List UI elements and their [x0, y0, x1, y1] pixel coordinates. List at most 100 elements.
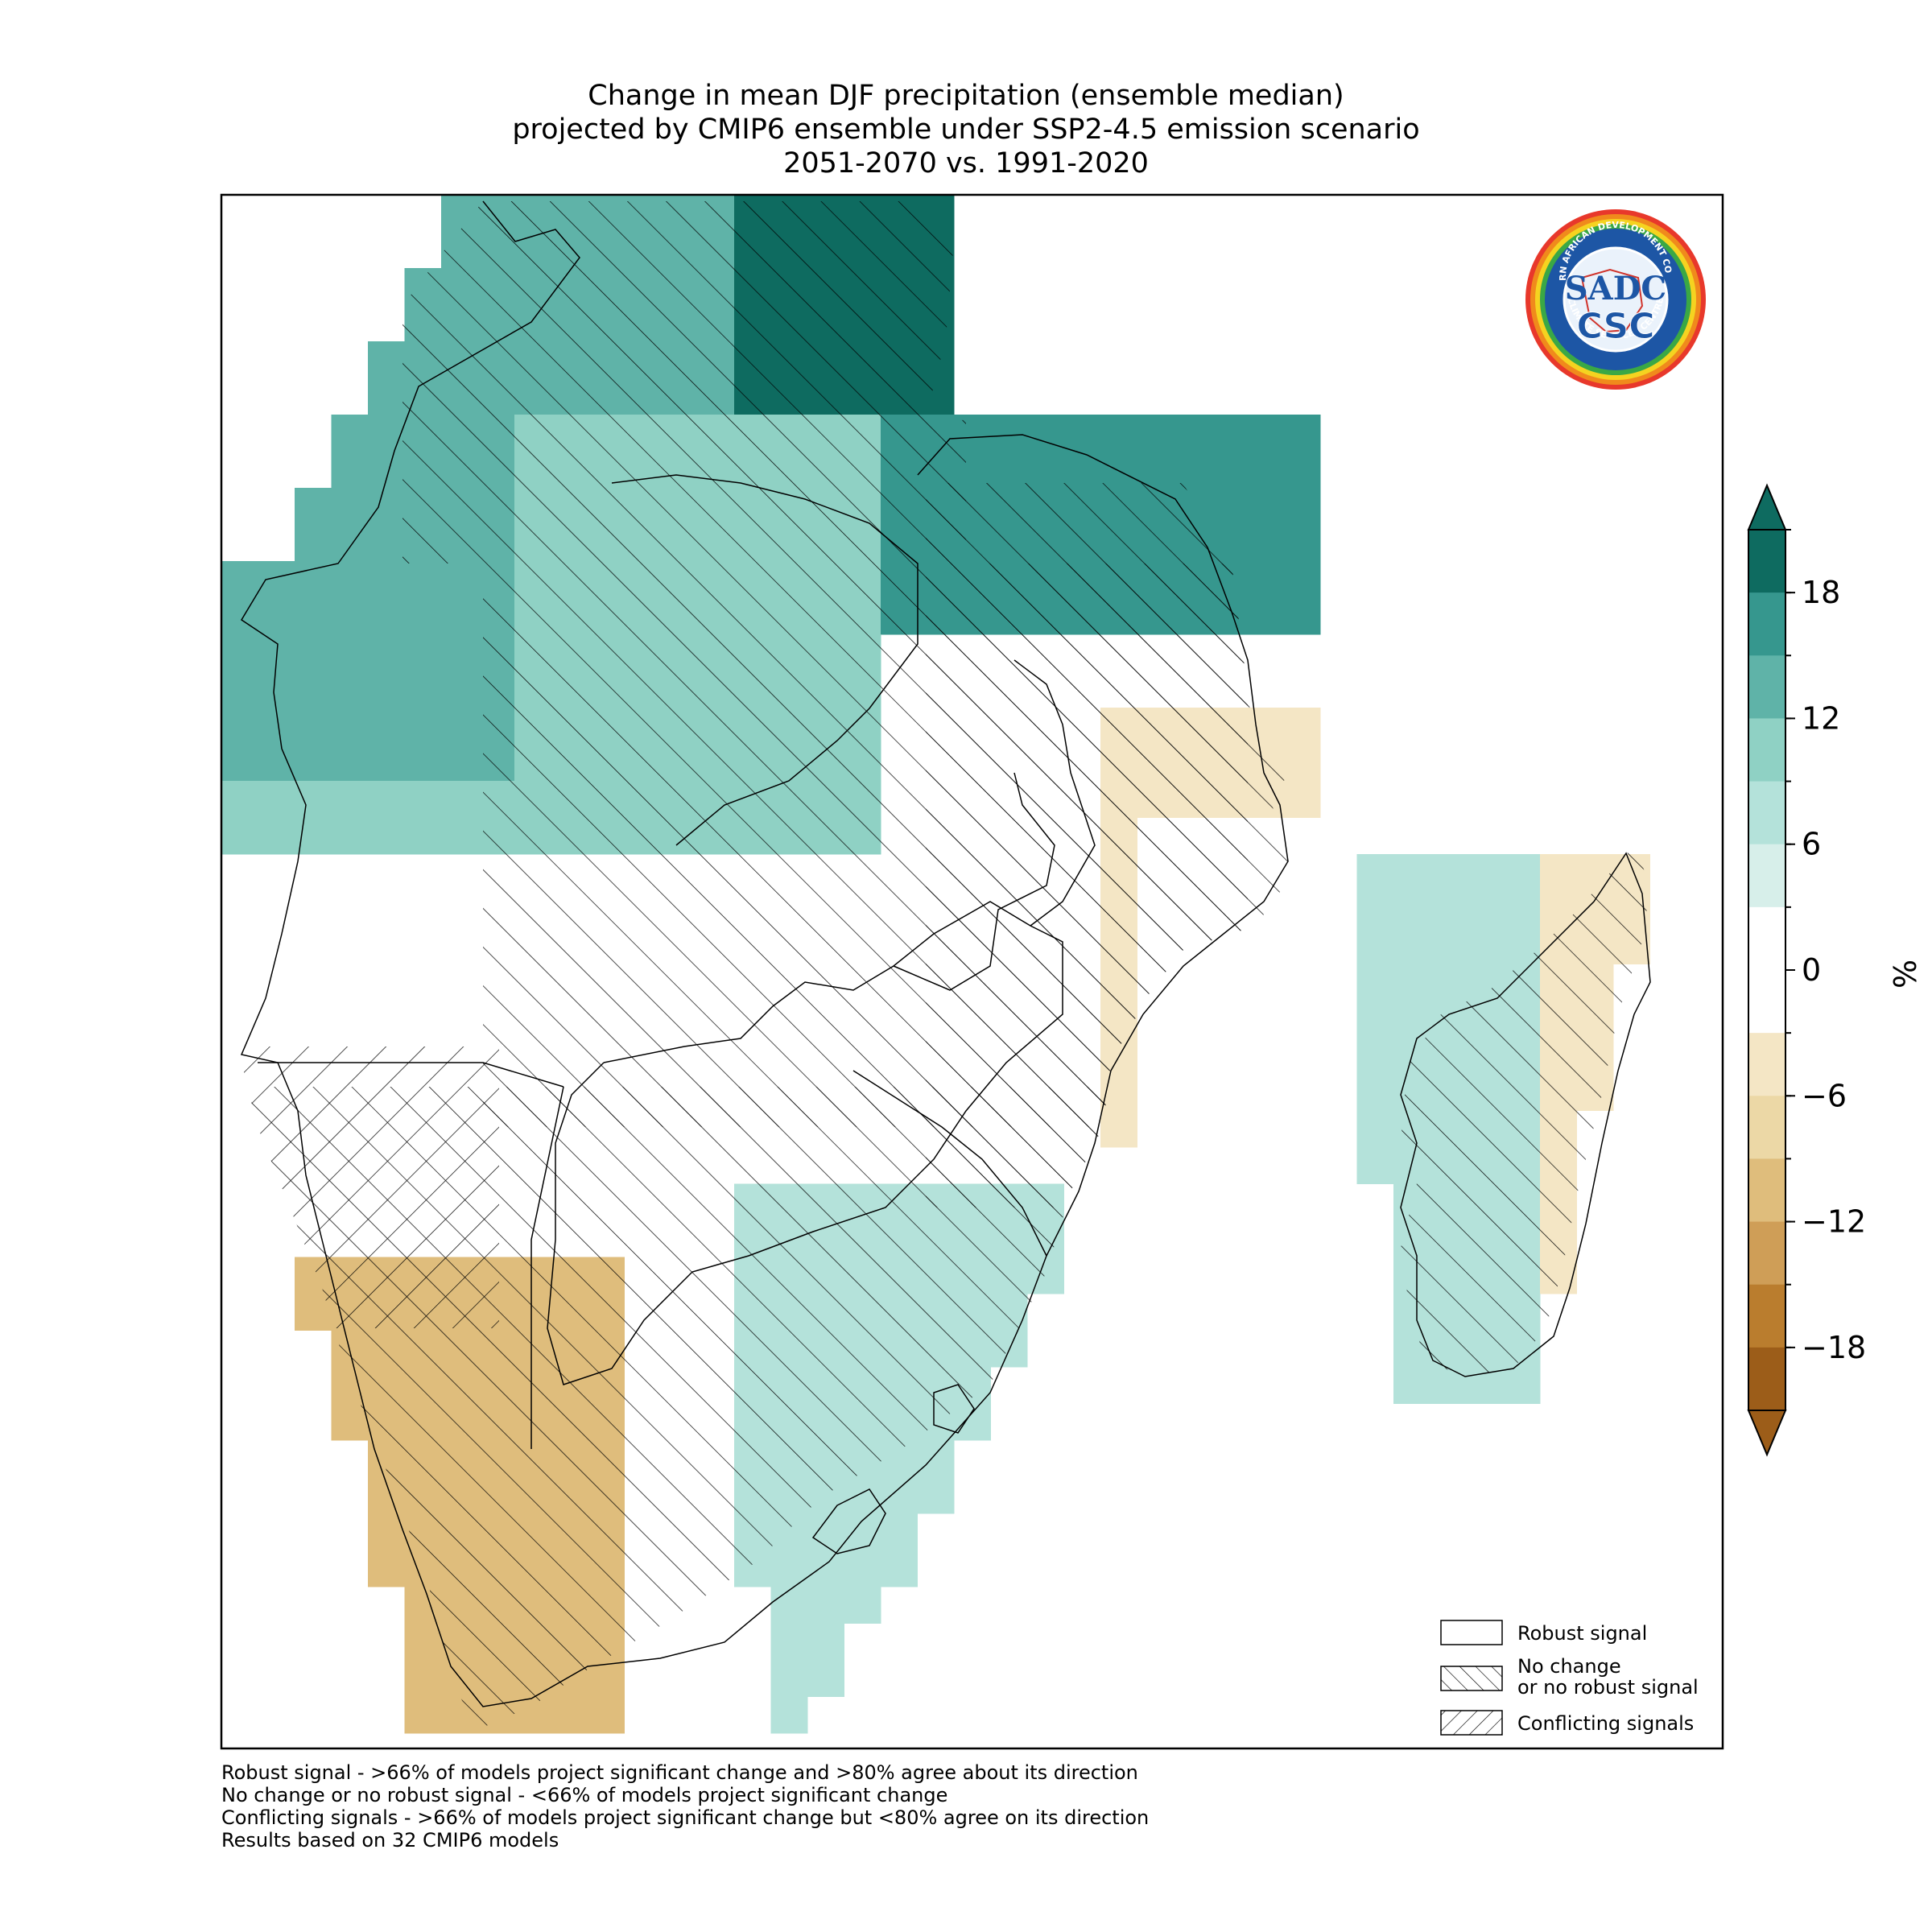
grid-cell [331, 671, 369, 708]
grid-cell [1283, 561, 1321, 598]
grid-cell [1356, 1147, 1394, 1184]
grid-cell [1210, 451, 1248, 489]
legend-label-no-change-2: or no robust signal [1517, 1676, 1699, 1699]
grid-cell [1210, 415, 1248, 452]
colorbar-bin [1748, 530, 1785, 593]
colorbar-unit-label: % [1888, 960, 1923, 989]
border-7 [1013, 659, 1096, 927]
grid-cell [258, 744, 295, 782]
colorbar-bin [1748, 655, 1785, 719]
colorbar-bin [1748, 781, 1785, 845]
grid-cell [404, 671, 442, 708]
grid-cell [954, 1403, 991, 1441]
grid-cell [368, 341, 405, 378]
grid-cell [1503, 890, 1541, 928]
grid-cell [917, 1440, 955, 1477]
grid-cell [1467, 890, 1504, 928]
grid-cell [404, 708, 442, 745]
grid-cell [1174, 451, 1211, 489]
grid-cell [807, 1550, 844, 1587]
grid-cell [1247, 415, 1284, 452]
grid-cell [881, 1513, 918, 1550]
grid-cell [221, 708, 258, 745]
map-frame [220, 193, 1724, 1750]
grid-cell [295, 1294, 332, 1331]
grid-cell [295, 744, 332, 782]
border-2 [547, 901, 1063, 1385]
footnote-models: Results based on 32 CMIP6 models [221, 1829, 559, 1852]
grid-cell [807, 1660, 844, 1697]
grid-cell [844, 1587, 881, 1624]
grid-cell [881, 1550, 918, 1587]
legend-swatch-no-change [1440, 1666, 1503, 1691]
grid-cell [770, 1696, 808, 1734]
title-line-2: projected by CMIP6 ensemble under SSP2-4… [512, 114, 1420, 146]
grid-cell [1247, 488, 1284, 525]
grid-cell [1283, 524, 1321, 562]
border-6 [893, 772, 1055, 991]
grid-cell [770, 1623, 808, 1661]
grid-cell [441, 781, 478, 818]
grid-cell [917, 1476, 955, 1514]
grid-cell [807, 1587, 844, 1624]
colorbar-extend-min [1747, 1410, 1787, 1457]
colorbar-tick-label: 6 [1802, 827, 1821, 862]
grid-cell [368, 561, 405, 598]
border-1 [611, 474, 919, 846]
colorbar-bin [1748, 844, 1785, 908]
legend: Robust signal No change or no robust sig… [1440, 1620, 1699, 1736]
grid-cell [368, 488, 405, 525]
colorbar-extend-max [1747, 483, 1787, 530]
grid-cell [1356, 890, 1394, 928]
colorbar-bin [1748, 1347, 1785, 1411]
colorbar-bin [1748, 1221, 1785, 1286]
grid-cell [1100, 451, 1137, 489]
grid-cell [1393, 1001, 1430, 1038]
grid-cell [331, 744, 369, 782]
grid-cell [295, 524, 332, 562]
grid-cell [1356, 1037, 1394, 1075]
grid-cell [1356, 927, 1394, 964]
colorbar-bin [1748, 718, 1785, 782]
grid-cell [404, 744, 442, 782]
grid-cell [1430, 890, 1468, 928]
grid-cell [1393, 890, 1430, 928]
legend-label-robust: Robust signal [1517, 1622, 1647, 1645]
grid-cell [1283, 488, 1321, 525]
grid-cell [331, 451, 369, 489]
grid-cell [221, 781, 258, 818]
legend-label-conflicting: Conflicting signals [1517, 1712, 1694, 1735]
grid-cell [881, 1476, 918, 1514]
grid-cell [295, 708, 332, 745]
footnote-conflicting: Conflicting signals - >66% of models pro… [221, 1806, 1150, 1829]
grid-cell [368, 817, 405, 855]
colorbar-bin [1748, 1096, 1785, 1159]
colorbar-bin [1748, 1284, 1785, 1348]
grid-cell [404, 781, 442, 818]
logo-mark-top: SADC [1565, 270, 1666, 308]
grid-cell [404, 561, 442, 598]
border-4 [258, 1062, 564, 1088]
grid-cell [1393, 964, 1430, 1001]
grid-cell [441, 817, 478, 855]
colorbar-bin [1748, 906, 1785, 1034]
logo-mark-bottom: CSC [1576, 306, 1654, 347]
grid-cell [588, 1696, 625, 1734]
grid-cell [990, 415, 1028, 452]
legend-swatch-robust [1440, 1620, 1503, 1645]
grid-cell [368, 415, 405, 452]
grid-cell [441, 708, 478, 745]
grid-cell [258, 597, 295, 635]
grid-cell [1247, 451, 1284, 489]
border-3 [852, 1070, 1047, 1257]
grid-cell [331, 708, 369, 745]
grid-cell [1467, 854, 1504, 891]
grid-cell [1137, 415, 1174, 452]
grid-cell [221, 817, 258, 855]
grid-cell [1283, 451, 1321, 489]
grid-cell [1210, 488, 1248, 525]
colorbar-tick-label: 18 [1802, 575, 1840, 610]
title-line-1: Change in mean DJF precipitation (ensemb… [588, 80, 1344, 112]
grid-cell [441, 671, 478, 708]
